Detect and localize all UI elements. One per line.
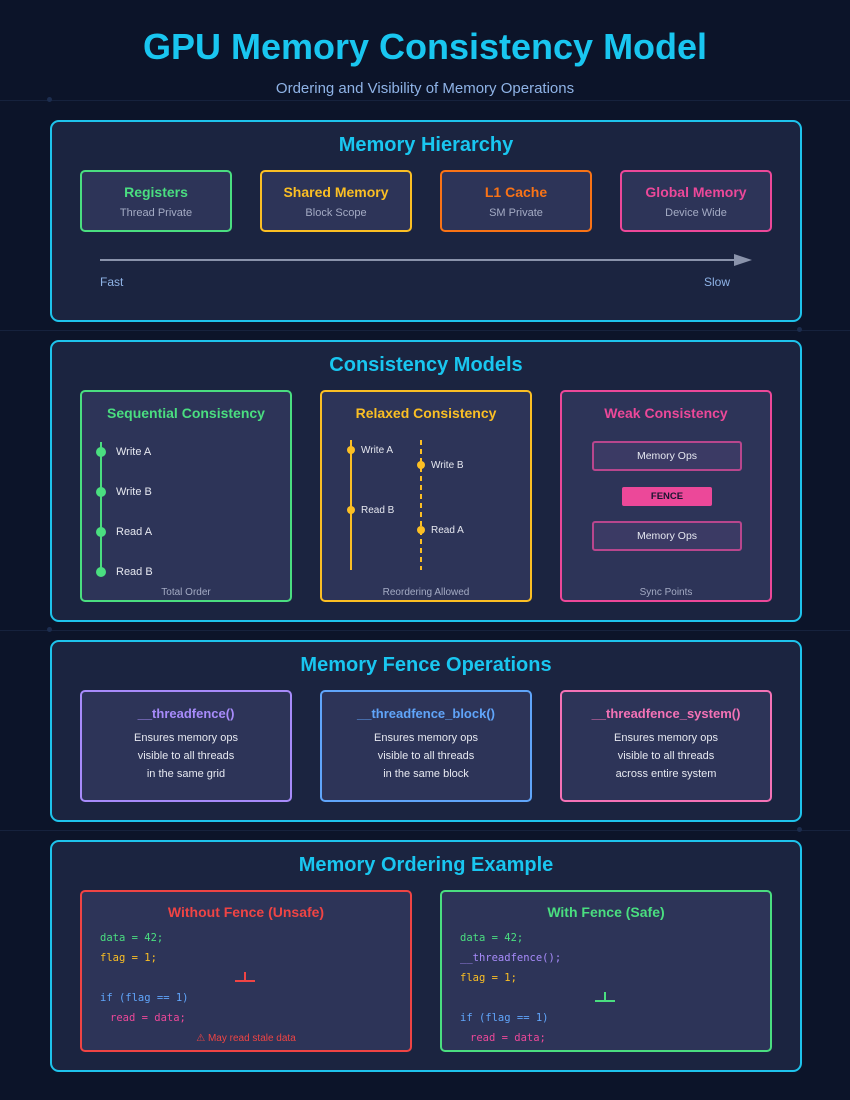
relaxed-op: Write B [431, 460, 464, 471]
code-line: data = 42; [100, 932, 164, 944]
fence-card-threadfence: __threadfence() Ensures memory ops visib… [80, 690, 292, 802]
memory-hierarchy-section: Memory Hierarchy Registers Thread Privat… [50, 120, 802, 322]
weak-note: Sync Points [639, 587, 693, 598]
hierarchy-card-l1-cache: L1 Cache SM Private [440, 170, 592, 232]
sequential-timeline [96, 442, 106, 577]
sequential-note: Total Order [161, 587, 211, 598]
timeline-dot [417, 526, 425, 534]
fence-desc-line: across entire system [615, 768, 717, 780]
hierarchy-level-scope: SM Private [489, 207, 543, 219]
fence-desc-line: visible to all threads [377, 750, 475, 762]
sequential-consistency-card: Sequential Consistency Write A Write B R… [80, 390, 292, 602]
memory-hierarchy-title: Memory Hierarchy [338, 134, 514, 156]
background-dot [797, 827, 802, 832]
fence-card-threadfence-system: __threadfence_system() Ensures memory op… [560, 690, 772, 802]
slow-label: Slow [704, 275, 731, 289]
code-line: data = 42; [460, 932, 524, 944]
sequential-op: Read B [116, 566, 153, 578]
fence-desc-line: in the same grid [146, 768, 226, 780]
relaxed-op: Read A [431, 525, 464, 536]
memory-ops-box: Memory Ops [592, 521, 742, 551]
relaxed-consistency-card: Relaxed Consistency Write A Read B Write… [320, 390, 532, 602]
memory-ops-box: Memory Ops [592, 441, 742, 471]
background-dot [797, 327, 802, 332]
fence-desc-line: Ensures memory ops [374, 732, 478, 744]
fence-desc-line: visible to all threads [617, 750, 715, 762]
code-line: read = data; [470, 1032, 546, 1044]
fast-label: Fast [100, 275, 124, 289]
consistency-models-section: Consistency Models Sequential Consistenc… [50, 340, 802, 622]
fence-box: FENCE [622, 487, 712, 506]
memory-ordering-title: Memory Ordering Example [298, 854, 554, 876]
fence-name: __threadfence() [137, 706, 235, 721]
relaxed-timeline [347, 440, 425, 570]
fence-desc-line: Ensures memory ops [134, 732, 238, 744]
page-title: GPU Memory Consistency Model [142, 26, 708, 67]
hierarchy-card-registers: Registers Thread Private [80, 170, 232, 232]
timeline-dot [417, 461, 425, 469]
relaxed-op: Read B [361, 505, 395, 516]
fence-desc-line: in the same block [383, 768, 469, 780]
safe-title: With Fence (Safe) [547, 904, 665, 920]
speed-axis [100, 254, 752, 266]
code-line: __threadfence(); [460, 952, 562, 964]
hierarchy-level-name: Shared Memory [283, 184, 389, 200]
hierarchy-level-scope: Device Wide [665, 207, 727, 219]
fence-desc-line: visible to all threads [137, 750, 235, 762]
fence-desc-line: Ensures memory ops [614, 732, 718, 744]
unsafe-title: Without Fence (Unsafe) [167, 904, 325, 920]
fence-name: __threadfence_block() [357, 706, 495, 721]
relaxed-op: Write A [361, 445, 394, 456]
weak-consistency-card: Weak Consistency Memory Ops FENCE Memory… [560, 390, 772, 602]
timeline-dot [347, 446, 355, 454]
memory-fence-title: Memory Fence Operations [300, 654, 552, 676]
memory-ordering-section: Memory Ordering Example Without Fence (U… [50, 840, 802, 1072]
relaxed-title: Relaxed Consistency [355, 405, 497, 421]
hierarchy-level-name: L1 Cache [484, 184, 548, 200]
timeline-dot [96, 447, 106, 457]
hierarchy-level-name: Global Memory [645, 184, 747, 200]
fence-name: __threadfence_system() [591, 706, 741, 721]
background-grid-line [0, 830, 850, 831]
race-marker-icon [235, 972, 255, 982]
unsafe-warning: ⚠ May read stale data [196, 1033, 296, 1044]
sequential-title: Sequential Consistency [107, 405, 265, 421]
code-line: flag = 1; [100, 952, 157, 964]
background-dot [47, 627, 52, 632]
hierarchy-level-scope: Thread Private [119, 207, 193, 219]
sequential-op: Write B [116, 486, 152, 498]
hierarchy-card-shared-memory: Shared Memory Block Scope [260, 170, 412, 232]
hierarchy-level-name: Registers [124, 184, 188, 200]
timeline-dot [96, 487, 106, 497]
weak-title: Weak Consistency [604, 405, 728, 421]
code-line: read = data; [110, 1012, 186, 1024]
sequential-op: Write A [116, 446, 152, 458]
code-line: if (flag == 1) [100, 992, 189, 1004]
arrow-right-icon [734, 254, 752, 266]
timeline-dot [96, 527, 106, 537]
safe-example-card: With Fence (Safe) data = 42; __threadfen… [440, 890, 772, 1052]
relaxed-note: Reordering Allowed [382, 587, 470, 598]
page-subtitle: Ordering and Visibility of Memory Operat… [275, 80, 575, 97]
timeline-dot [96, 567, 106, 577]
hierarchy-level-scope: Block Scope [305, 207, 367, 219]
code-line: flag = 1; [460, 972, 517, 984]
memory-fence-section: Memory Fence Operations __threadfence() … [50, 640, 802, 822]
unsafe-example-card: Without Fence (Unsafe) data = 42; flag =… [80, 890, 412, 1052]
timeline-dot [347, 506, 355, 514]
background-grid-line [0, 330, 850, 331]
background-grid-line [0, 630, 850, 631]
sequential-op: Read A [116, 526, 153, 538]
background-grid-line [0, 100, 850, 101]
background-dot [47, 97, 52, 102]
hierarchy-card-global-memory: Global Memory Device Wide [620, 170, 772, 232]
fence-card-threadfence-block: __threadfence_block() Ensures memory ops… [320, 690, 532, 802]
fence-marker-icon [595, 992, 615, 1002]
consistency-models-title: Consistency Models [329, 354, 523, 376]
code-line: if (flag == 1) [460, 1012, 549, 1024]
